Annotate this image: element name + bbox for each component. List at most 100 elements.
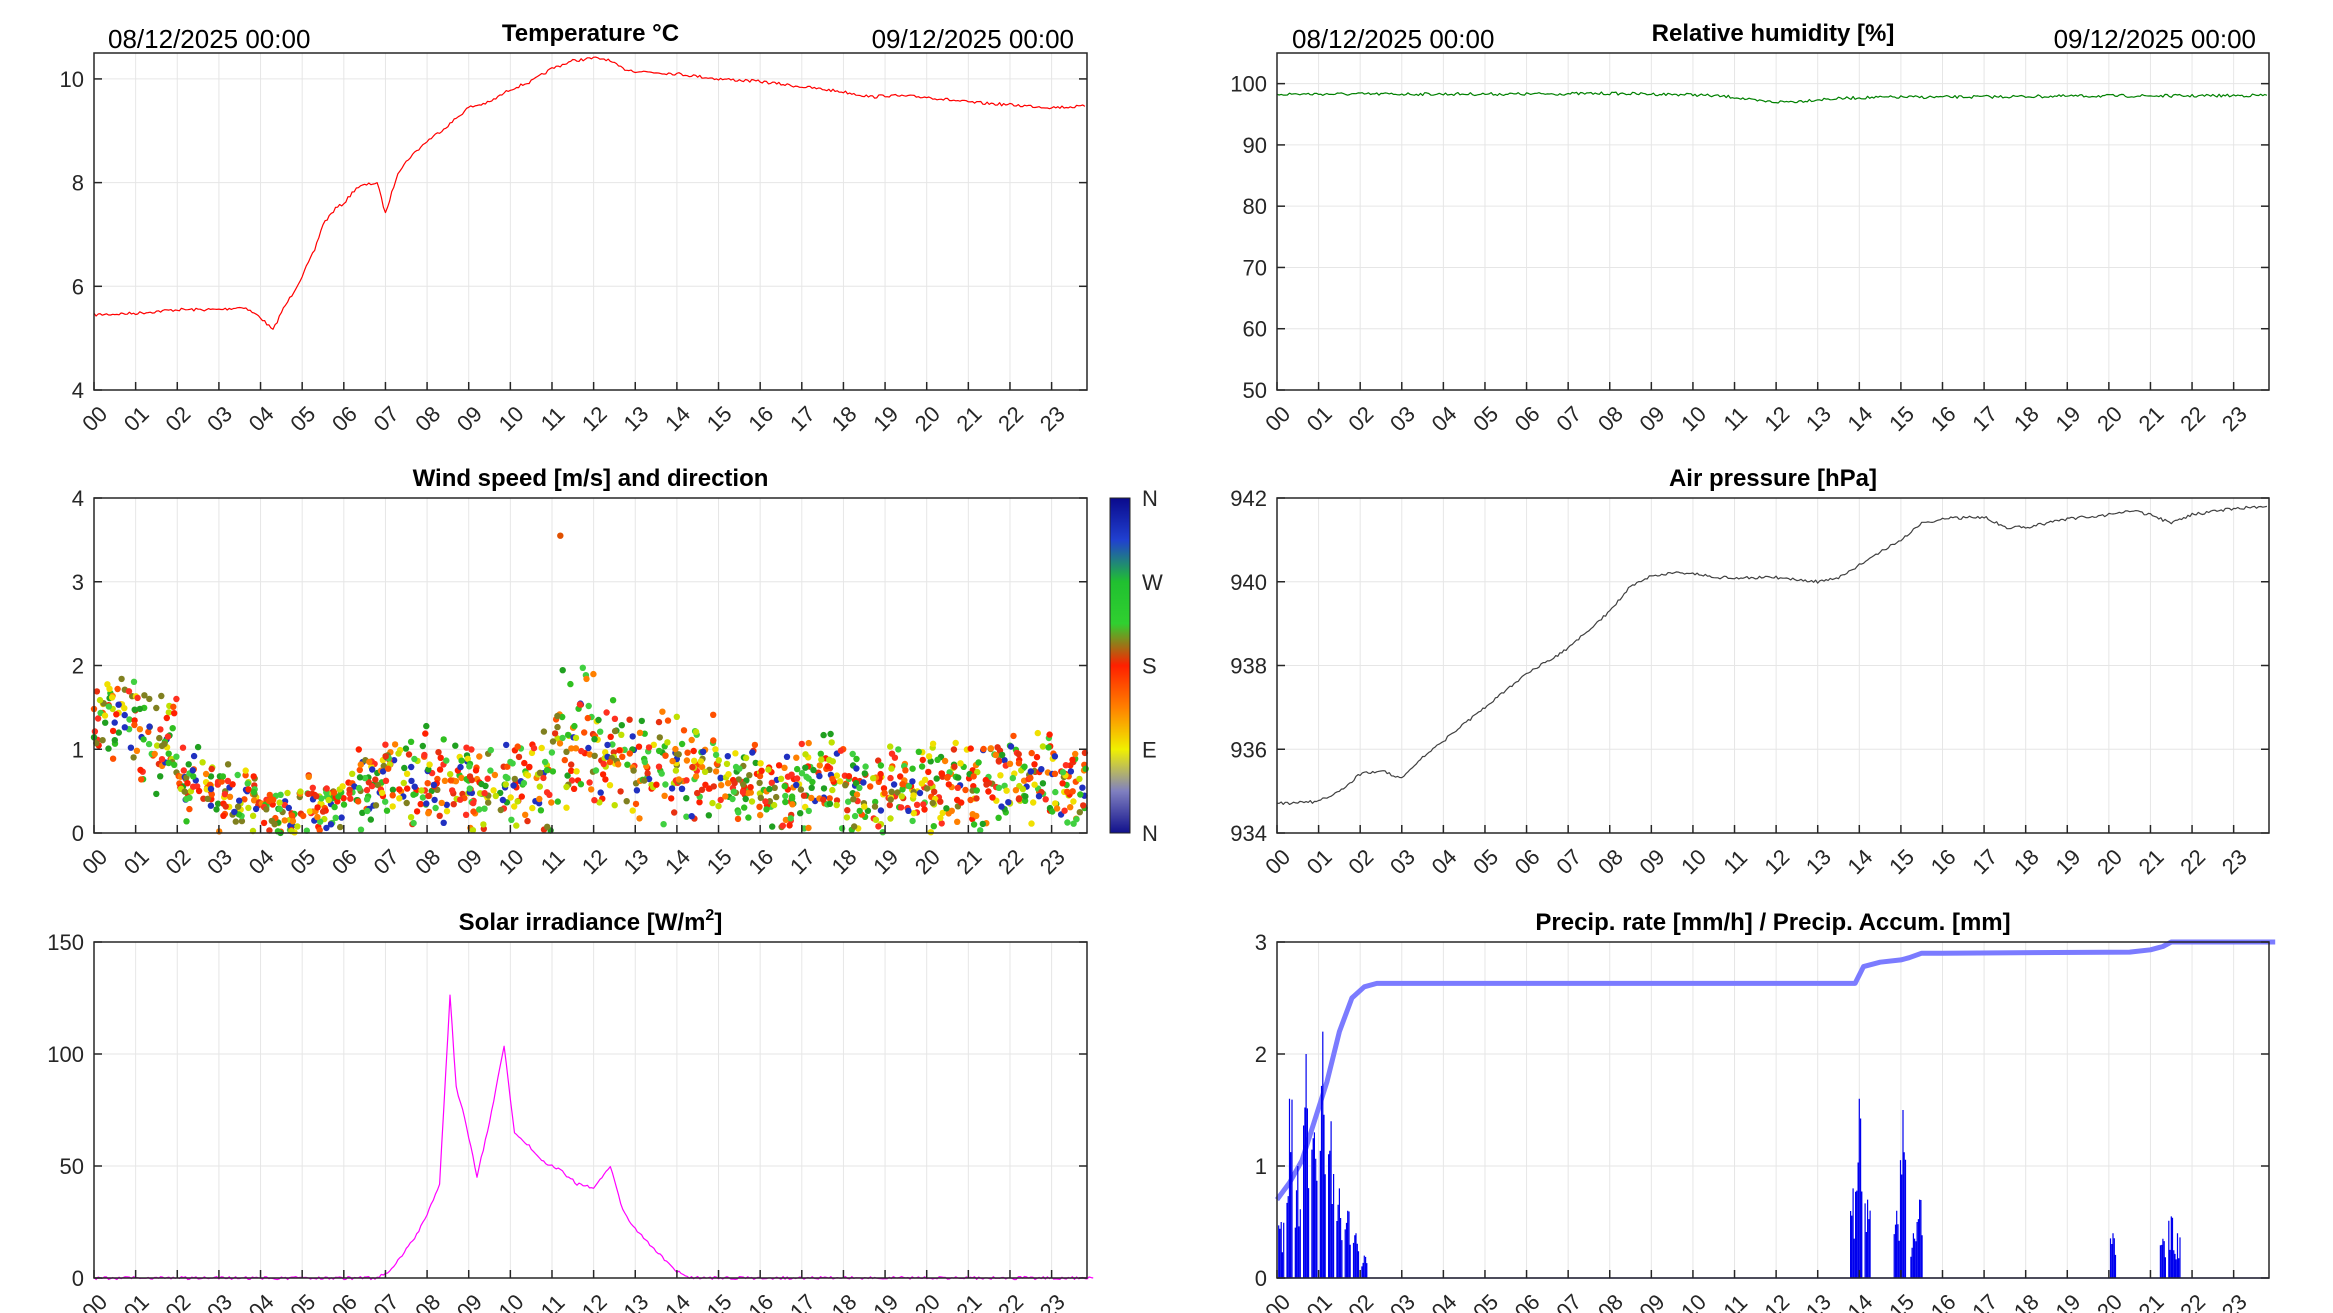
wind-point (559, 667, 566, 674)
wind-point (678, 740, 686, 748)
wind-point (902, 767, 909, 774)
wind-point (980, 745, 987, 753)
wind-point (127, 744, 135, 751)
wind-point (715, 802, 722, 810)
y-tick-label: 50 (60, 1154, 84, 1179)
wind-point (369, 766, 376, 773)
wind-point (417, 800, 424, 808)
wind-point (603, 709, 610, 716)
wind-point (927, 779, 934, 787)
wind-point (114, 685, 121, 693)
wind-point (731, 779, 738, 787)
wind-point (213, 806, 220, 813)
wind-point (638, 717, 645, 725)
wind-point (880, 785, 888, 792)
wind-point (585, 744, 592, 752)
wind-point (134, 694, 141, 702)
x-tick-label: 06 (1510, 401, 1545, 436)
x-tick-label: 04 (1427, 401, 1462, 436)
x-tick-label: 09 (1635, 844, 1670, 879)
wind-point (918, 763, 926, 770)
x-tick-label: 23 (1035, 844, 1070, 879)
wind-point (629, 733, 636, 740)
wind-point (306, 808, 314, 815)
wind-point (886, 801, 893, 809)
wind-point (591, 736, 598, 743)
wind-point (1022, 793, 1029, 800)
temperature-axes-frame (93, 52, 1088, 391)
y-tick-label: 90 (1243, 133, 1267, 158)
wind-point (347, 795, 354, 802)
wind-point (323, 785, 330, 792)
wind-point (138, 776, 145, 783)
wind-point (617, 788, 624, 795)
wind-title: Wind speed [m/s] and direction (413, 465, 769, 492)
wind-point (165, 759, 172, 767)
wind-point (1001, 782, 1008, 789)
wind-point (236, 797, 243, 804)
wind-point (413, 808, 421, 815)
wind-point (218, 778, 225, 785)
wind-point (158, 692, 165, 700)
wind-point (520, 779, 528, 787)
x-tick-label: 06 (327, 844, 362, 879)
wind-point (125, 688, 133, 695)
x-tick-label: 16 (743, 844, 778, 879)
wind-point (1003, 787, 1010, 794)
x-tick-label: 14 (660, 844, 695, 879)
wind-point (423, 800, 430, 807)
wind-point (888, 788, 895, 795)
wind-point (504, 763, 511, 770)
wind-point (502, 781, 509, 788)
wind-point (995, 814, 1002, 821)
wind-point (1070, 798, 1077, 805)
wind-point (551, 730, 559, 737)
wind-point (234, 803, 242, 810)
wind-point (864, 807, 872, 814)
wind-point (564, 772, 571, 779)
x-tick-label: 17 (785, 844, 820, 879)
wind-point (1067, 768, 1075, 775)
pressure-title: Air pressure [hPa] (1669, 465, 1877, 492)
wind-point (497, 806, 504, 814)
wind-point (870, 775, 877, 782)
wind-point (450, 801, 457, 808)
wind-point (184, 780, 191, 787)
wind-point (938, 770, 946, 777)
wind-point (756, 803, 763, 810)
x-tick-label: 17 (785, 1289, 820, 1313)
wind-point (782, 816, 790, 824)
wind-point (263, 806, 270, 813)
y-tick-label: 60 (1243, 317, 1267, 342)
wind-point (661, 792, 668, 799)
wind-point (1052, 788, 1059, 796)
wind-point (590, 670, 597, 678)
wind-point (260, 819, 268, 827)
wind-point (458, 774, 465, 782)
wind-point (1019, 785, 1027, 793)
x-tick-label: 03 (202, 844, 237, 879)
wind-point (844, 807, 851, 814)
wind-point (775, 762, 783, 769)
x-tick-label: 10 (1676, 401, 1711, 436)
wind-point (872, 816, 880, 823)
x-tick-label: 01 (119, 844, 154, 879)
wind-point (875, 823, 882, 830)
wind-point (164, 733, 172, 740)
y-tick-label: 938 (1230, 654, 1267, 679)
wind-point (729, 795, 736, 803)
wind-point (179, 744, 187, 751)
precip-rate-spikes (1277, 1031, 2269, 1279)
x-tick-label: 03 (1385, 844, 1420, 879)
wind-point (145, 740, 153, 748)
wind-point (183, 818, 190, 825)
wind-point (793, 754, 800, 761)
wind-point (789, 801, 796, 808)
wind-point (1069, 756, 1076, 763)
pressure-series-line (1276, 505, 2268, 805)
wind-point (970, 773, 977, 780)
x-tick-label: 02 (160, 844, 195, 879)
wind-point (766, 785, 773, 793)
wind-point (712, 746, 719, 753)
wind-point (849, 750, 856, 758)
